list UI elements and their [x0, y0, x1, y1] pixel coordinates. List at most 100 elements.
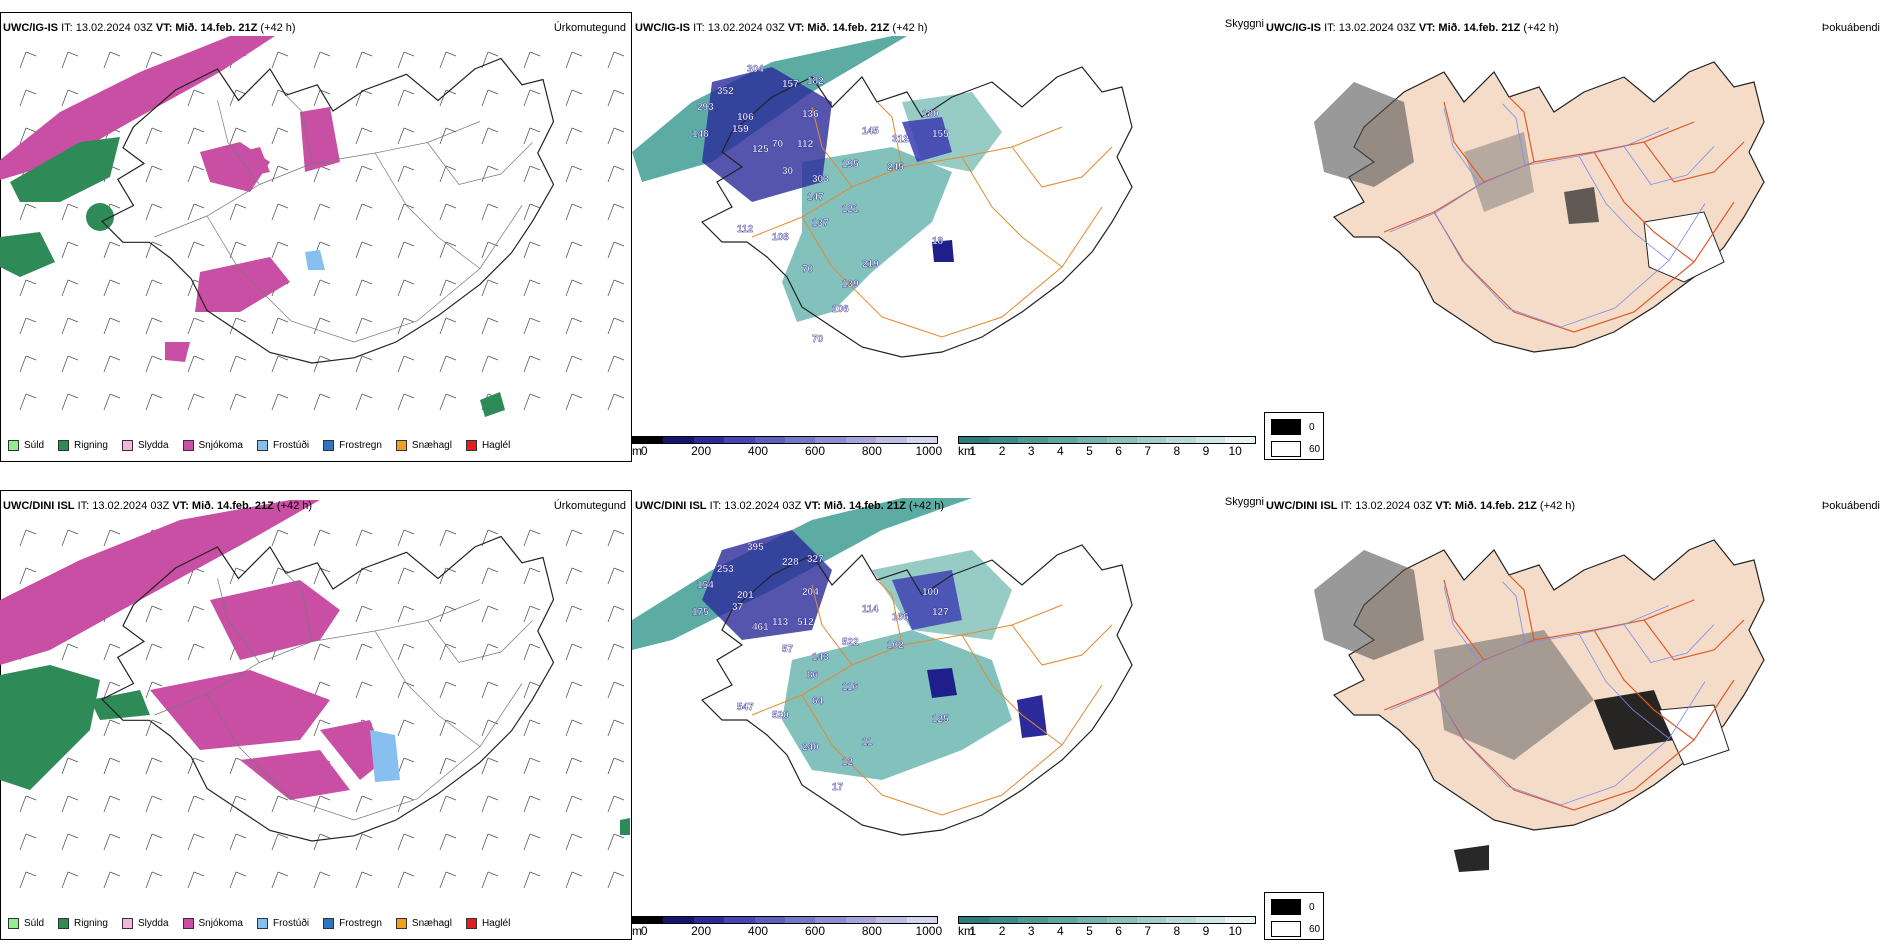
colorbar-tick: 0 [640, 924, 648, 938]
wind-barb-flag [151, 681, 163, 687]
fog-key-row: 60 [1271, 441, 1320, 457]
ceiling-value-label: 175 [692, 607, 709, 618]
fog-free-area [1658, 704, 1730, 766]
wind-barb [439, 279, 447, 297]
wind-barb [607, 529, 615, 547]
wind-barb [439, 165, 447, 183]
wind-barb-flag [277, 203, 289, 209]
ceiling-value-label: 395 [747, 542, 764, 553]
wind-barb-flag [571, 127, 583, 133]
colorbar-ticks: km 1 2 3 4 5 6 7 8 9 10 [958, 444, 1256, 458]
wind-barb [271, 203, 279, 221]
panel-header: UWC/IG-IS IT: 13.02.2024 03Z VT: Mið. 14… [635, 22, 928, 34]
wind-barb-flag [487, 203, 499, 209]
legend-item: Snjókoma [182, 918, 243, 929]
wind-barb-flag [67, 795, 79, 801]
wind-barb [313, 567, 321, 585]
wind-barb-flag [487, 719, 499, 725]
ceiling-value-label: 148 [692, 129, 709, 140]
wind-barb [313, 529, 321, 547]
wind-barb-flag [193, 833, 205, 839]
wind-barb [481, 203, 489, 221]
colorbar-cell [1166, 917, 1196, 923]
wind-barb-flag [403, 871, 415, 877]
wind-barb-flag [445, 317, 457, 323]
legend-item: Frostúði [256, 918, 309, 929]
fog-indicator-panel-bottom: UWC/DINI ISL IT: 13.02.2024 03Z VT: Mið.… [1264, 490, 1900, 940]
wind-barb-flag [151, 51, 163, 57]
wind-barb-flag [109, 833, 121, 839]
wind-barb [61, 529, 69, 547]
wind-barb [271, 355, 279, 373]
wind-barb-flag [67, 317, 79, 323]
wind-barb-flag [319, 643, 331, 649]
visibility-colorbar: km 1 2 3 4 5 6 7 8 9 10 [958, 916, 1256, 938]
wind-barb-flag [319, 241, 331, 247]
wind-barb [19, 833, 27, 851]
wind-barb-flag [445, 795, 457, 801]
wind-barb-flag [487, 127, 499, 133]
wind-barb [439, 89, 447, 107]
ceiling-value-label: 145 [862, 126, 879, 137]
colorbar-tick: 9 [1202, 924, 1210, 938]
rain-area [480, 392, 505, 417]
wind-barb [481, 279, 489, 297]
colorbar-cell [785, 437, 816, 443]
wind-barb [229, 393, 237, 411]
wind-barb-flag [445, 567, 457, 573]
wind-barb [439, 529, 447, 547]
legend-item: Rigning [58, 440, 108, 451]
wind-barb-flag [487, 355, 499, 361]
wind-barb [607, 605, 615, 623]
wind-barb [61, 757, 69, 775]
wind-barb [103, 393, 111, 411]
wind-barb [313, 317, 321, 335]
wind-barb-flag [25, 51, 37, 57]
wind-barb-flag [193, 393, 205, 399]
wind-barb-flag [67, 871, 79, 877]
colorbar-tick: 3 [1027, 924, 1035, 938]
wind-barb [187, 127, 195, 145]
fog-shading [1314, 550, 1424, 660]
wind-barb [313, 833, 321, 851]
wind-barb-flag [361, 241, 373, 247]
wind-barb-flag [613, 89, 625, 95]
wind-barb-flag [109, 355, 121, 361]
wind-barb [607, 393, 615, 411]
wind-barb-flag [529, 757, 541, 763]
wind-barb [145, 719, 153, 737]
ceiling-value-label: 327 [807, 554, 824, 565]
low-visibility-area [782, 147, 952, 322]
wind-barb-flag [109, 719, 121, 725]
wind-barb-flag [529, 127, 541, 133]
colorbar-unit: m [632, 924, 642, 938]
wind-barb-flag [151, 643, 163, 649]
legend-swatch [323, 918, 335, 929]
wind-barb [565, 681, 573, 699]
wind-barb [523, 355, 531, 373]
wind-barb-flag [571, 51, 583, 57]
wind-barb [565, 795, 573, 813]
wind-barb-flag [613, 681, 625, 687]
wind-barb-flag [529, 833, 541, 839]
wind-barb [397, 681, 405, 699]
wind-barb-flag [529, 567, 541, 573]
wind-barb-flag [25, 89, 37, 95]
legend-item: Frostregn [323, 918, 382, 929]
wind-barb [355, 317, 363, 335]
rain-area [10, 137, 120, 202]
wind-barb-flag [109, 279, 121, 285]
ceiling-value-label: 303 [812, 174, 829, 185]
wind-barb-flag [361, 643, 373, 649]
wind-barb [397, 605, 405, 623]
legend-item: Súld [8, 918, 44, 929]
colorbar-cell [1195, 917, 1226, 923]
rain-area [0, 232, 55, 277]
river-network [1389, 581, 1715, 806]
wind-barb-flag [571, 605, 583, 611]
wind-barb [397, 127, 405, 145]
wind-barb [19, 317, 27, 335]
wind-barb-flag [235, 317, 247, 323]
wind-barb [397, 241, 405, 259]
colorbar-tick: 8 [1173, 444, 1181, 458]
